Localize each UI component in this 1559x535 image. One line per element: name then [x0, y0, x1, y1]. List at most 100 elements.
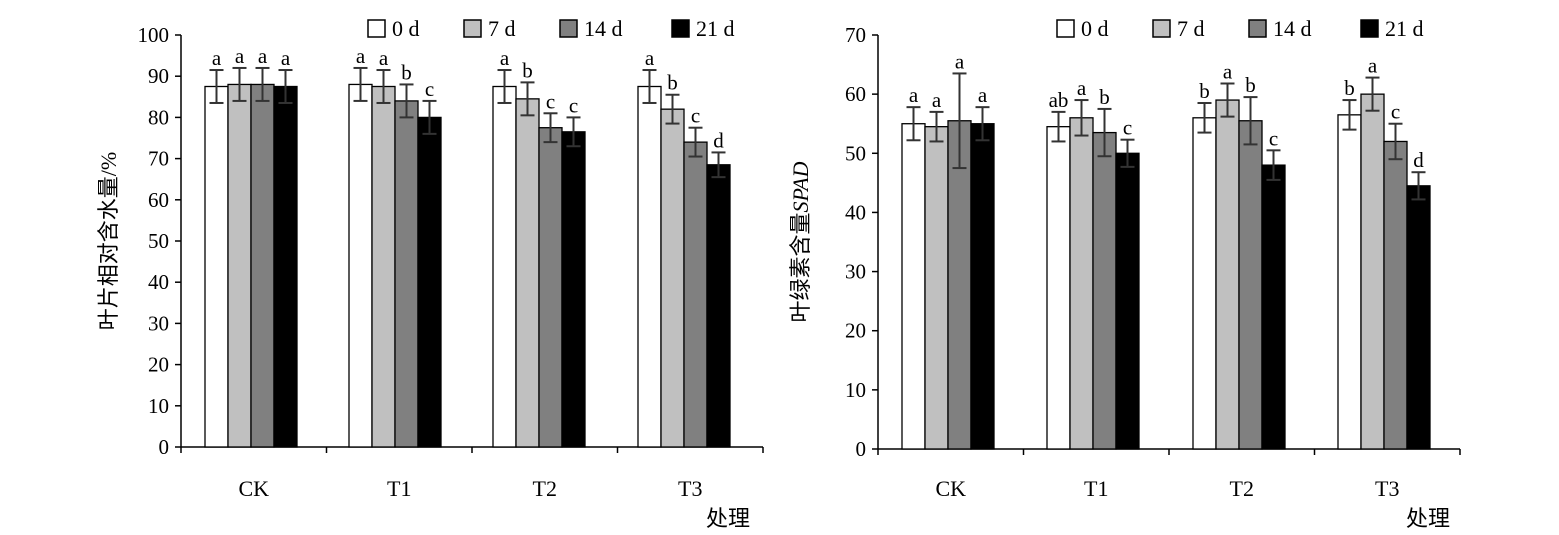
significance-label: b: [667, 71, 678, 95]
significance-label: b: [401, 60, 412, 84]
bar: [1261, 164, 1286, 450]
bar: [538, 127, 563, 448]
y-tick-label: 20: [148, 353, 169, 377]
significance-label: b: [1245, 73, 1256, 97]
y-tick-label: 10: [845, 378, 866, 402]
y-tick-label: 50: [148, 229, 169, 253]
y-tick-label: 0: [159, 435, 170, 459]
significance-label: a: [1223, 59, 1233, 83]
legend-swatch: [1360, 19, 1379, 38]
bar: [1337, 114, 1362, 450]
significance-label: a: [212, 46, 222, 70]
y-tick-label: 60: [845, 82, 866, 106]
legend-label: 7 d: [1177, 16, 1205, 41]
legend-swatch: [463, 19, 482, 38]
significance-label: a: [258, 44, 268, 68]
legend-label: 14 d: [584, 16, 623, 41]
legend-swatch: [671, 19, 690, 38]
significance-label: c: [1391, 100, 1400, 124]
bar: [1046, 126, 1071, 450]
y-tick-label: 80: [148, 105, 169, 129]
significance-label: d: [1413, 148, 1424, 172]
legend-label: 21 d: [696, 16, 735, 41]
significance-label: c: [546, 89, 555, 113]
bar: [706, 164, 731, 448]
x-axis-title: 处理: [1406, 506, 1450, 531]
legend-swatch: [1152, 19, 1171, 38]
category-label: T3: [678, 476, 702, 501]
significance-label: b: [1344, 76, 1355, 100]
legend-swatch: [367, 19, 386, 38]
significance-label: c: [569, 93, 578, 117]
significance-label: c: [425, 77, 434, 101]
significance-label: a: [955, 49, 965, 73]
y-axis-title: 叶片相对含水量/%: [96, 152, 121, 330]
category-label: T1: [387, 476, 411, 501]
y-axis-title: 叶绿素含量SPAD: [788, 161, 813, 322]
bar: [1238, 120, 1263, 450]
legend-label: 0 d: [1081, 16, 1109, 41]
legend-swatch: [559, 19, 578, 38]
legend-label: 14 d: [1273, 16, 1312, 41]
category-label: T3: [1375, 476, 1399, 501]
bar: [1215, 99, 1240, 450]
y-tick-label: 40: [845, 200, 866, 224]
bar: [1069, 117, 1094, 450]
significance-label: c: [691, 104, 700, 128]
category-label: T1: [1084, 476, 1108, 501]
bar: [1360, 93, 1385, 450]
y-tick-label: 90: [148, 64, 169, 88]
category-label: T2: [1230, 476, 1254, 501]
category-label: CK: [935, 476, 966, 501]
legend-label: 7 d: [488, 16, 516, 41]
bar: [273, 85, 298, 448]
bar: [924, 126, 949, 450]
bar: [660, 108, 685, 448]
bar: [250, 83, 275, 448]
y-tick-label: 100: [138, 23, 170, 47]
significance-label: d: [713, 128, 724, 152]
bar: [561, 131, 586, 448]
significance-label: c: [1123, 116, 1132, 140]
y-tick-label: 0: [856, 437, 867, 461]
y-tick-label: 40: [148, 270, 169, 294]
bar: [227, 83, 252, 448]
legend-label: 21 d: [1385, 16, 1424, 41]
significance-label: b: [1099, 85, 1110, 109]
significance-label: a: [379, 46, 389, 70]
y-tick-label: 60: [148, 188, 169, 212]
bar: [1383, 140, 1408, 450]
significance-label: b: [522, 58, 533, 82]
significance-label: a: [500, 46, 510, 70]
bar: [394, 100, 419, 448]
significance-label: a: [909, 83, 919, 107]
bar: [417, 116, 442, 448]
y-tick-label: 30: [148, 311, 169, 335]
significance-label: c: [1269, 126, 1278, 150]
y-tick-label: 30: [845, 260, 866, 284]
significance-label: a: [1368, 54, 1378, 78]
bar: [371, 85, 396, 448]
legend-swatch: [1056, 19, 1075, 38]
significance-label: ab: [1049, 88, 1069, 112]
significance-label: a: [932, 88, 942, 112]
y-tick-label: 20: [845, 319, 866, 343]
bar: [947, 120, 972, 450]
significance-label: a: [235, 44, 245, 68]
bar: [683, 141, 708, 448]
bar: [515, 98, 540, 448]
bar: [1406, 185, 1431, 450]
bar: [1092, 131, 1117, 450]
bar: [637, 85, 662, 448]
significance-label: a: [645, 46, 655, 70]
significance-label: b: [1199, 79, 1210, 103]
significance-label: a: [978, 83, 988, 107]
legend-label: 0 d: [392, 16, 420, 41]
y-tick-label: 10: [148, 394, 169, 418]
bar: [1115, 152, 1140, 450]
y-tick-label: 50: [845, 141, 866, 165]
legend-swatch: [1248, 19, 1267, 38]
